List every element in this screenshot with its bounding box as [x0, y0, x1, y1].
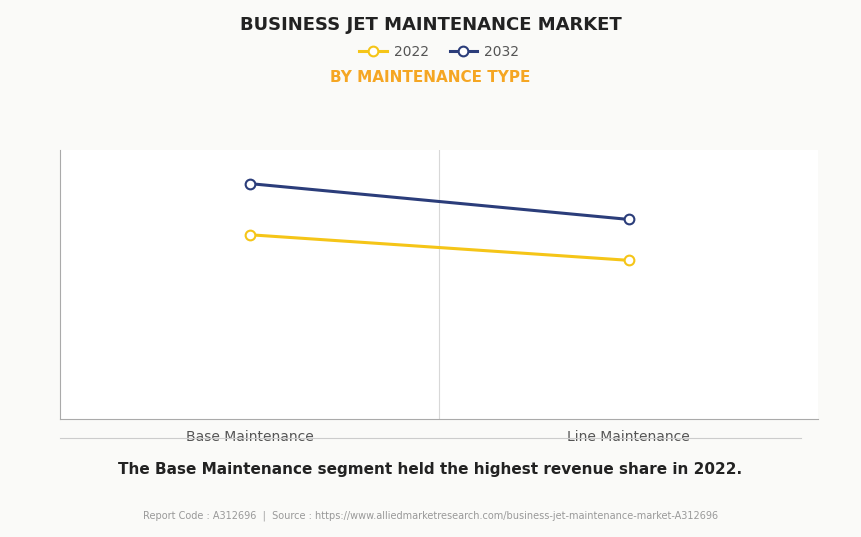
Text: BUSINESS JET MAINTENANCE MARKET: BUSINESS JET MAINTENANCE MARKET	[239, 16, 622, 34]
Text: Report Code : A312696  |  Source : https://www.alliedmarketresearch.com/business: Report Code : A312696 | Source : https:/…	[143, 510, 718, 521]
Legend: 2022, 2032: 2022, 2032	[353, 39, 525, 64]
Text: The Base Maintenance segment held the highest revenue share in 2022.: The Base Maintenance segment held the hi…	[119, 462, 742, 477]
Text: BY MAINTENANCE TYPE: BY MAINTENANCE TYPE	[331, 70, 530, 85]
